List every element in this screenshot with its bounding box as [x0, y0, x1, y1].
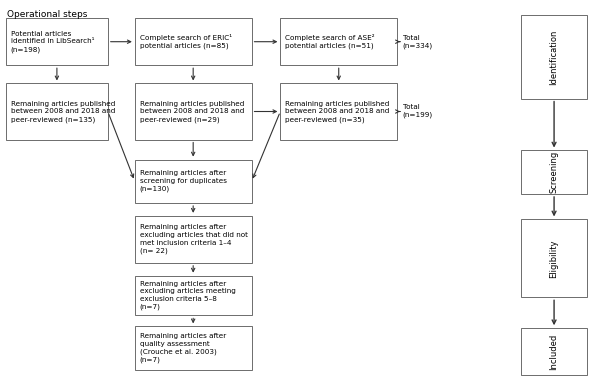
Bar [135, 216, 252, 263]
Bar [135, 275, 252, 315]
Text: Remaining articles after
quality assessment
(Crouche et al. 2003)
(n=7): Remaining articles after quality assessm… [140, 333, 226, 363]
Text: Remaining articles published
between 2008 and 2018 and
peer-reviewed (n=35): Remaining articles published between 200… [285, 100, 389, 123]
Bar [135, 326, 252, 370]
Text: Remaining articles after
screening for duplicates
(n=130): Remaining articles after screening for d… [140, 170, 226, 192]
Bar [6, 18, 108, 65]
Text: Total
(n=334): Total (n=334) [403, 35, 432, 49]
Text: Complete search of ERIC¹
potential articles (n=85): Complete search of ERIC¹ potential artic… [140, 34, 232, 49]
Text: Remaining articles published
between 2008 and 2018 and
peer-reviewed (n=29): Remaining articles published between 200… [140, 100, 244, 123]
Bar [6, 83, 108, 140]
Text: Operational steps: Operational steps [7, 10, 87, 19]
Text: Remaining articles after
excluding articles meeting
exclusion criteria 5–8
(n=7): Remaining articles after excluding artic… [140, 281, 235, 310]
Text: Remaining articles published
between 2008 and 2018 and
peer-reviewed (n=135): Remaining articles published between 200… [11, 100, 115, 123]
Bar [135, 159, 252, 203]
Text: Total
(n=199): Total (n=199) [403, 104, 432, 118]
Bar [521, 15, 587, 99]
Bar [135, 18, 252, 65]
Bar [521, 219, 587, 297]
Bar [135, 83, 252, 140]
Text: Complete search of ASE²
potential articles (n=51): Complete search of ASE² potential articl… [285, 34, 375, 49]
Text: Screening: Screening [549, 151, 559, 193]
Text: Included: Included [549, 334, 559, 370]
Text: Remaining articles after
excluding articles that did not
met inclusion criteria : Remaining articles after excluding artic… [140, 224, 247, 254]
Bar [521, 151, 587, 194]
Bar [280, 83, 397, 140]
Text: Eligibility: Eligibility [549, 239, 559, 278]
Text: Identification: Identification [549, 29, 559, 85]
Bar [521, 328, 587, 375]
Bar [280, 18, 397, 65]
Text: Potential articles
identified in LibSearch¹
(n=198): Potential articles identified in LibSear… [11, 31, 94, 53]
